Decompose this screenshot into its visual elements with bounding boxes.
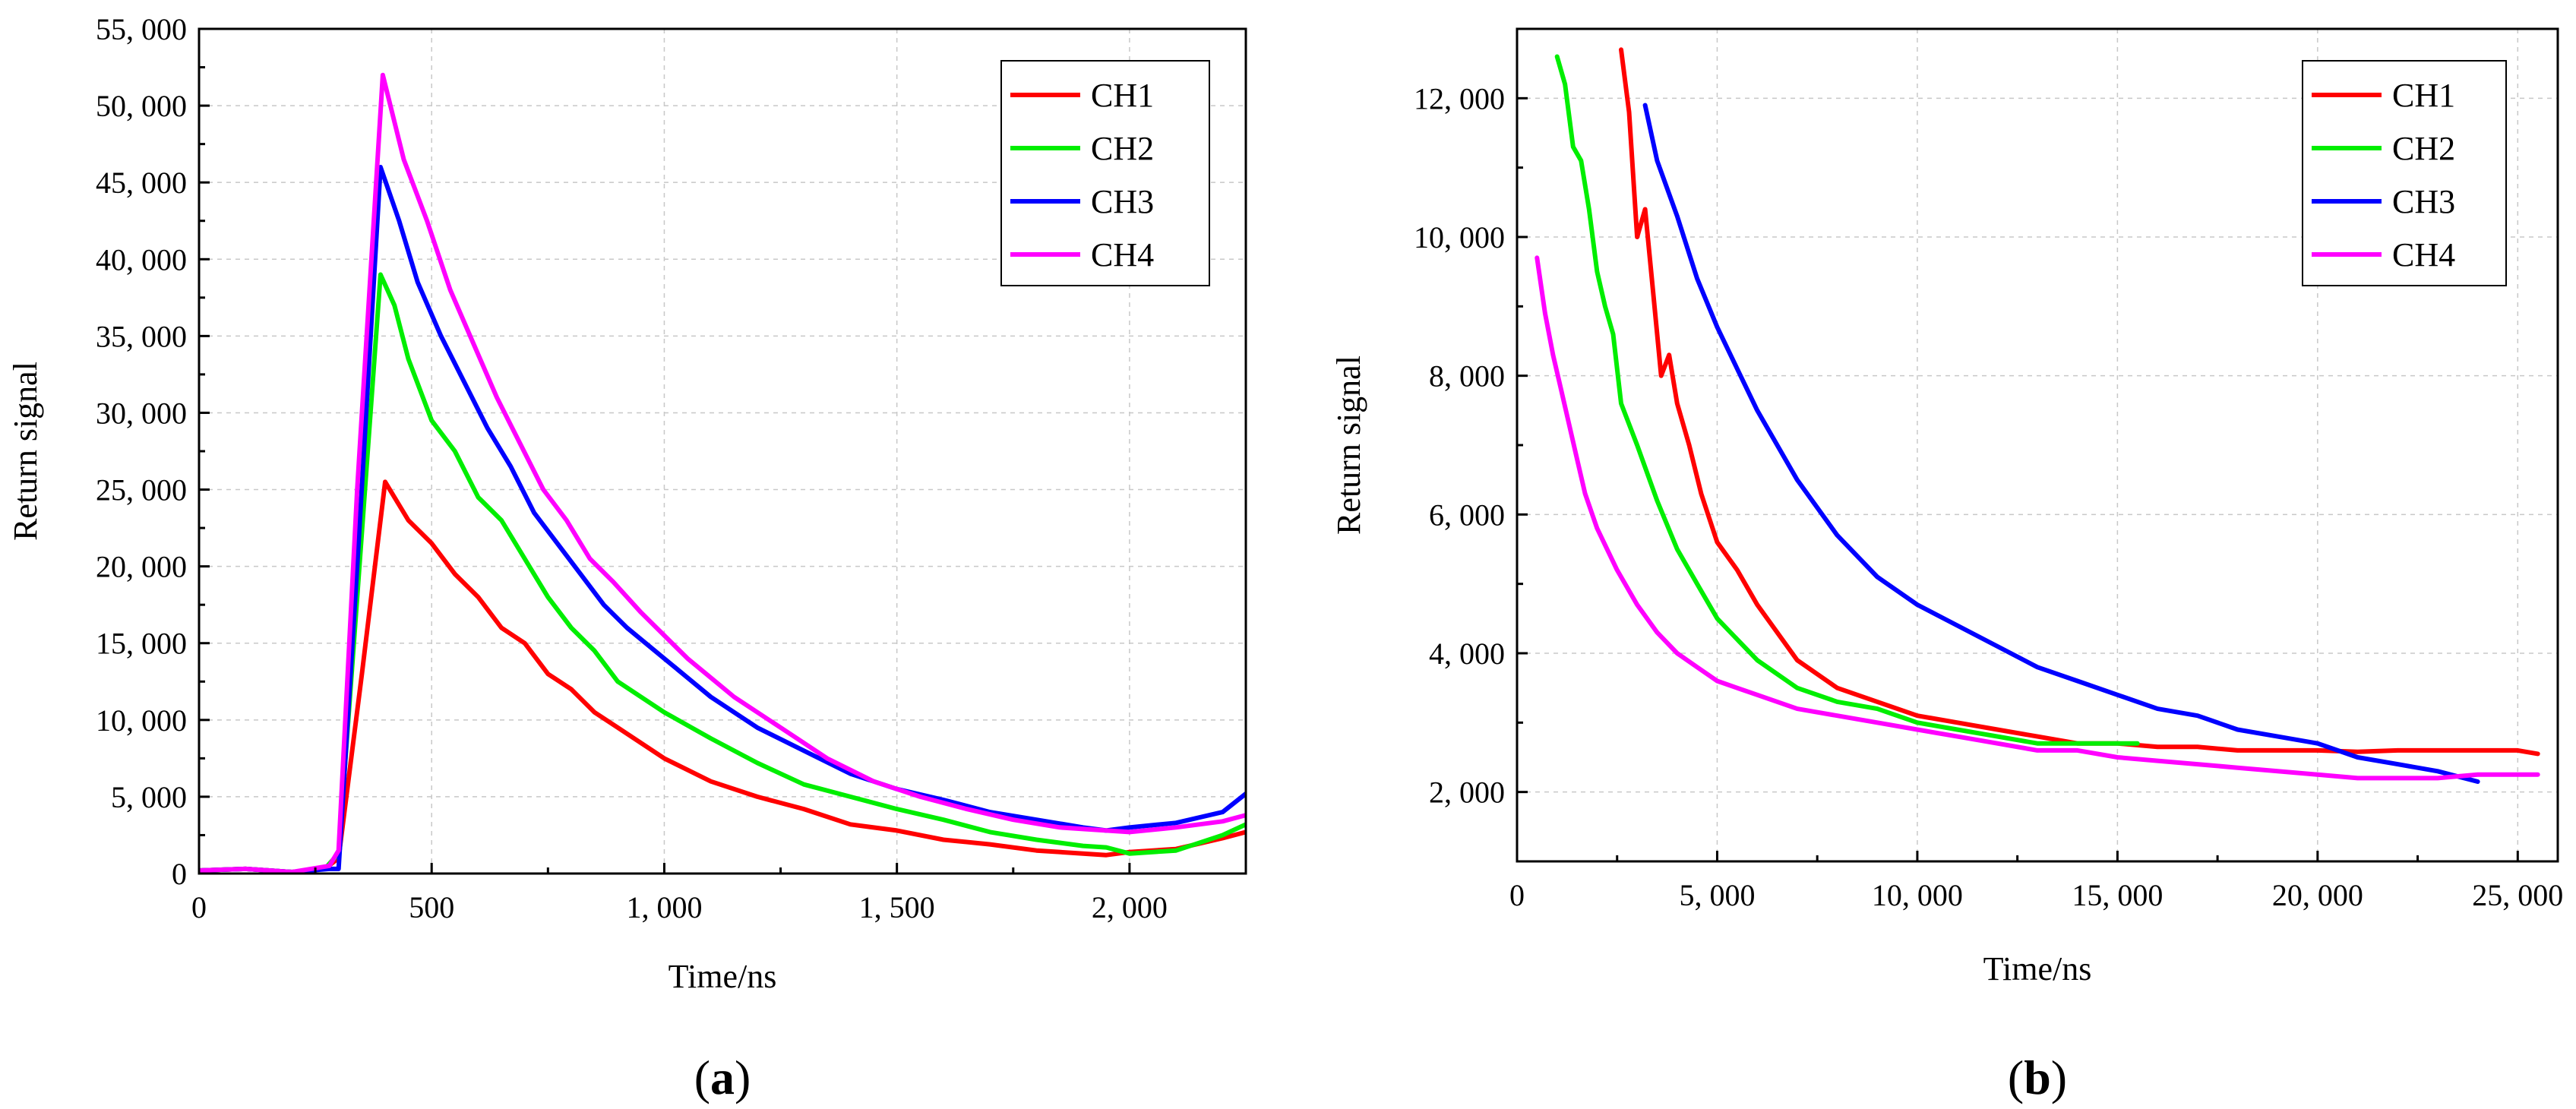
panel-label: (a): [694, 1051, 751, 1104]
legend: CH1 CH2 CH3 CH4: [2302, 60, 2507, 286]
panel-label-close-paren: ): [735, 1051, 751, 1104]
y-tick-label: 20, 000: [96, 550, 187, 584]
x-tick-label: 25, 000: [2472, 878, 2563, 912]
panel-label-letter: a: [710, 1051, 735, 1104]
x-tick-label: 1, 000: [626, 890, 702, 924]
y-tick-label: 25, 000: [96, 473, 187, 507]
panel-label-open-paren: (: [2008, 1051, 2024, 1104]
y-tick-label: 10, 000: [1414, 220, 1505, 254]
y-tick-label: 15, 000: [96, 627, 187, 661]
y-tick-label: 35, 000: [96, 319, 187, 353]
chart-panel-a: 0 500 1, 000 1, 500 2, 000 0 5, 000 10, 000 15, …: [7, 12, 1247, 1104]
y-tick-label: 10, 000: [96, 703, 187, 738]
series-line-ch2: [1554, 54, 2140, 746]
panel-label-open-paren: (: [694, 1051, 710, 1104]
y-tick-label: 50, 000: [96, 89, 187, 123]
x-tick-label: 15, 000: [2072, 878, 2163, 912]
y-tick-label: 40, 000: [96, 242, 187, 276]
x-tick-label: 0: [191, 890, 207, 924]
y-tick-label: 55, 000: [96, 12, 187, 46]
series-line-ch3: [1642, 103, 2480, 784]
x-tick-label: 5, 000: [1679, 878, 1755, 912]
legend-box: [1000, 60, 1210, 286]
chart-panel-b: 0 5, 000 10, 000 15, 000 20, 000 25, 000 2, 00…: [1330, 27, 2563, 1104]
legend-label-ch3: CH3: [2392, 183, 2455, 220]
x-tick-label: 0: [1509, 878, 1525, 912]
series-line-ch1: [199, 479, 1246, 874]
series-line-ch4: [1535, 255, 2540, 781]
legend-label-ch2: CH2: [1091, 130, 1154, 167]
series-line-ch4: [199, 72, 1246, 874]
x-tick-label: 1, 500: [859, 890, 935, 924]
y-tick-label: 45, 000: [96, 166, 187, 200]
legend-label-ch1: CH1: [2392, 77, 2455, 114]
panel-label: (b): [2008, 1051, 2067, 1104]
x-axis-title: Time/ns: [668, 958, 777, 995]
y-tick-label: 8, 000: [1429, 359, 1505, 393]
x-axis-title: Time/ns: [1983, 950, 2092, 987]
legend-label-ch4: CH4: [1091, 236, 1154, 273]
x-tick-label: 10, 000: [1872, 878, 1963, 912]
panel-label-letter: b: [2024, 1051, 2051, 1104]
legend-label-ch4: CH4: [2392, 236, 2455, 273]
y-tick-label: 5, 000: [111, 780, 187, 814]
legend-label-ch3: CH3: [1091, 183, 1154, 220]
series-line-ch2: [199, 272, 1246, 874]
legend-label-ch1: CH1: [1091, 77, 1154, 114]
y-axis-title: Return signal: [7, 362, 44, 541]
y-tick-label: 4, 000: [1429, 637, 1505, 671]
y-tick-label: 12, 000: [1414, 81, 1505, 115]
series-line-ch3: [199, 165, 1246, 874]
legend: CH1 CH2 CH3 CH4: [1000, 60, 1210, 286]
x-tick-label: 20, 000: [2272, 878, 2363, 912]
y-tick-label: 6, 000: [1429, 498, 1505, 532]
panel-label-close-paren: ): [2051, 1051, 2067, 1104]
legend-label-ch2: CH2: [2392, 130, 2455, 167]
y-tick-label: 30, 000: [96, 396, 187, 430]
y-tick-label: 0: [172, 857, 187, 891]
legend-box: [2302, 60, 2507, 286]
x-tick-label: 500: [409, 890, 454, 924]
y-tick-label: 2, 000: [1429, 776, 1505, 810]
x-tick-label: 2, 000: [1092, 890, 1168, 924]
y-axis-title: Return signal: [1330, 355, 1367, 535]
